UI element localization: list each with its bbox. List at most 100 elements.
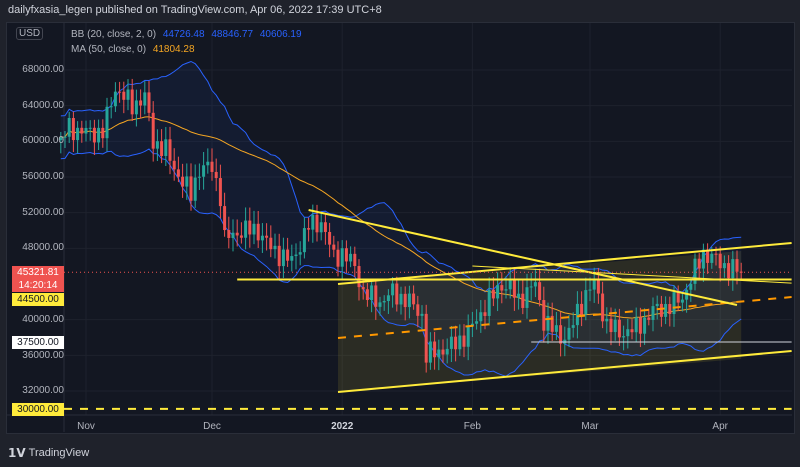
- candle-body: [575, 303, 579, 326]
- ma-line: [60, 116, 742, 319]
- candle-body: [601, 293, 605, 322]
- candle-body: [592, 279, 596, 290]
- bb-legend[interactable]: BB (20, close, 2, 0) 44726.48 48846.77 4…: [71, 29, 306, 41]
- chart-frame: [6, 22, 795, 434]
- candle-body: [139, 100, 143, 106]
- bb-upper-line: [60, 60, 742, 293]
- candle-body: [643, 317, 647, 334]
- candle-body: [105, 106, 109, 139]
- candle-body: [466, 326, 470, 347]
- bb-label: BB (20, close, 2, 0): [71, 29, 157, 40]
- tradingview-logo[interactable]: 𝟭𝗩 TradingView: [8, 447, 89, 460]
- candle-body: [210, 161, 214, 172]
- candle-body: [239, 235, 243, 238]
- candle-body: [605, 318, 609, 322]
- price-tick: 56000.00: [22, 171, 64, 182]
- candle-body: [218, 178, 222, 207]
- bb-lower: 40606.19: [259, 29, 302, 40]
- candle-body: [714, 253, 718, 255]
- candle-body: [80, 127, 84, 134]
- candle-body: [370, 285, 374, 301]
- tv-logo-icon: 𝟭𝗩: [8, 446, 26, 460]
- time-tick: Apr: [712, 421, 728, 432]
- candle-body: [634, 317, 638, 333]
- candle-body: [391, 283, 395, 296]
- candle-body: [361, 287, 365, 290]
- candle-body: [722, 263, 726, 269]
- candle-body: [214, 171, 218, 179]
- candle-body: [659, 303, 663, 317]
- candle-body: [533, 282, 537, 287]
- candle-body: [567, 327, 571, 340]
- candle-body: [529, 286, 533, 288]
- channel-mid-line: [337, 296, 792, 339]
- candle-body: [424, 313, 428, 363]
- candle-body: [500, 285, 504, 291]
- candle-body: [517, 293, 521, 298]
- candle-body: [311, 214, 315, 230]
- candle-body: [374, 285, 378, 307]
- descending-trendline-line: [308, 209, 738, 306]
- candle-body: [357, 266, 361, 288]
- candle-body: [143, 92, 147, 106]
- candle-body: [260, 235, 264, 241]
- candle-body: [403, 293, 407, 308]
- price-tick: 40000.00: [22, 313, 64, 325]
- candle-body: [458, 335, 462, 350]
- candle-body: [407, 293, 411, 308]
- brand-label: TradingView: [28, 447, 90, 459]
- time-tick: Nov: [77, 421, 95, 432]
- candle-body: [731, 259, 735, 279]
- candle-body: [693, 258, 697, 284]
- price-level-tag: 37500.00: [12, 335, 64, 349]
- candle-body: [668, 304, 672, 315]
- candle-body: [580, 303, 584, 315]
- candle-body: [84, 127, 88, 134]
- candle-body: [353, 253, 357, 267]
- candle-body: [496, 285, 500, 299]
- price-tick: 60000.00: [22, 135, 64, 147]
- candle-body: [727, 263, 731, 279]
- candle-body: [412, 293, 416, 305]
- candle-body: [286, 249, 290, 261]
- ma-label: MA (50, close, 0): [71, 44, 147, 55]
- ma-legend[interactable]: MA (50, close, 0) 41804.28: [71, 44, 199, 56]
- candle-body: [588, 289, 592, 291]
- price-tick: 52000.00: [22, 206, 64, 218]
- candle-body: [63, 136, 67, 138]
- ma-value: 41804.28: [152, 44, 195, 55]
- price-tick: 32000.00: [22, 385, 64, 396]
- candle-body: [281, 249, 285, 267]
- candle-body: [126, 89, 130, 100]
- bb-upper: 48846.77: [211, 29, 254, 40]
- candle-body: [739, 271, 743, 273]
- bar-countdown: 14:20:14: [18, 280, 58, 291]
- candle-body: [349, 253, 353, 262]
- candle-body: [416, 304, 420, 316]
- candle-body: [344, 248, 348, 262]
- candle-body: [559, 325, 563, 344]
- candle-body: [302, 228, 306, 253]
- candle-body: [227, 230, 231, 238]
- candle-body: [294, 254, 298, 257]
- candle-body: [638, 317, 642, 334]
- price-tick: 68000.00: [22, 64, 64, 75]
- publisher-line: dailyfxasia_legen published on TradingVi…: [8, 4, 382, 16]
- time-tick: Mar: [581, 421, 599, 432]
- candle-body: [521, 293, 525, 308]
- candle-body: [273, 245, 277, 250]
- currency-badge[interactable]: USD: [16, 27, 44, 40]
- candle-body: [189, 176, 193, 201]
- candle-body: [223, 206, 227, 231]
- candle-body: [378, 302, 382, 307]
- candle-body: [647, 317, 651, 320]
- candle-body: [676, 292, 680, 303]
- candle-body: [340, 248, 344, 267]
- candle-body: [298, 252, 302, 255]
- bb-basis: 44726.48: [162, 29, 205, 40]
- currency-label: USD: [16, 27, 44, 40]
- candle-body: [454, 336, 458, 350]
- candle-body: [479, 312, 483, 322]
- candle-body: [487, 289, 491, 316]
